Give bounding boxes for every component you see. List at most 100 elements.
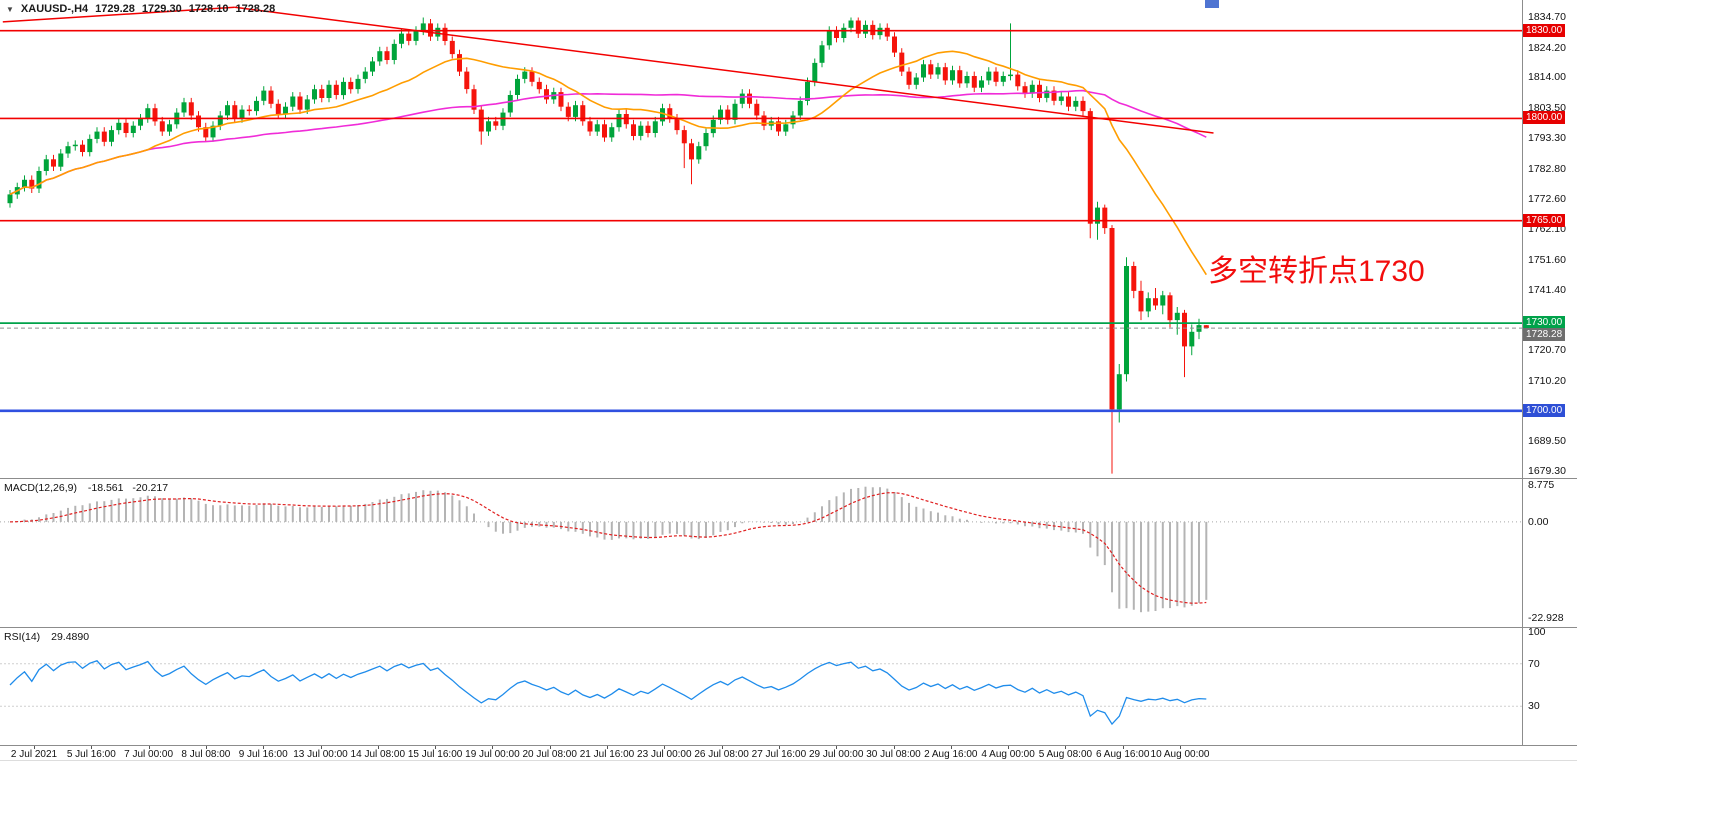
- candle-down: [493, 121, 499, 126]
- price-axis-label: 1679.30: [1528, 465, 1566, 478]
- candle-up: [138, 118, 143, 126]
- candle-down: [51, 159, 56, 167]
- candle-up: [1095, 207, 1100, 224]
- candle-down: [1167, 295, 1173, 321]
- time-axis-label[interactable]: 26 Jul 08:00: [694, 749, 749, 760]
- candle-up: [739, 93, 745, 104]
- candle-up: [703, 133, 709, 147]
- candle-down: [384, 51, 390, 60]
- time-axis-label[interactable]: 5 Jul 16:00: [66, 749, 116, 760]
- candle-up: [181, 102, 187, 113]
- time-axis-label[interactable]: 15 Jul 16:00: [407, 749, 463, 760]
- candle-up: [261, 90, 267, 101]
- ma-slow-line: [9, 89, 1207, 196]
- rsi-panel[interactable]: RSI(14) 29.4890: [0, 628, 1522, 745]
- time-axis-tick: [778, 746, 780, 749]
- rsi-chart: [0, 660, 1522, 726]
- candle-up: [239, 109, 245, 119]
- time-axis-label[interactable]: 2 Jul 2021: [10, 749, 58, 760]
- time-axis-label[interactable]: 19 Jul 00:00: [465, 749, 520, 760]
- candle-down: [1066, 96, 1071, 107]
- rsi-line: [9, 660, 1207, 726]
- candle-up: [254, 100, 259, 112]
- price-chart-panel[interactable]: ▼ XAUUSD-,H4 1729.28 1729.30 1728.10 172…: [0, 0, 1522, 478]
- candle-down: [159, 121, 165, 132]
- panel-separator-macd[interactable]: [0, 478, 1577, 479]
- candle-up: [935, 67, 941, 75]
- time-axis-label[interactable]: 6 Aug 16:00: [1095, 749, 1150, 760]
- trendline-left[interactable]: [2, 6, 235, 23]
- candle-down: [188, 102, 194, 116]
- candle-up: [36, 171, 42, 189]
- macd-panel[interactable]: MACD(12,26,9) -18.561 -20.217: [0, 479, 1522, 627]
- candle-down: [776, 121, 781, 132]
- time-axis-label[interactable]: 21 Jul 16:00: [579, 749, 635, 760]
- candle-down: [544, 89, 549, 100]
- candle-up: [848, 20, 854, 28]
- time-axis-label[interactable]: 4 Aug 00:00: [981, 749, 1035, 760]
- candle-up: [1174, 312, 1180, 321]
- time-axis-label[interactable]: 23 Jul 00:00: [637, 749, 692, 760]
- candle-up: [210, 125, 216, 138]
- time-axis-label[interactable]: 14 Jul 08:00: [350, 749, 406, 760]
- ma-fast-line: [9, 50, 1207, 276]
- time-axis-label[interactable]: 9 Jul 16:00: [238, 749, 288, 760]
- rsi-axis-label: 30: [1528, 700, 1540, 713]
- candle-up: [841, 27, 847, 38]
- price-axis-label: 1834.70: [1528, 10, 1566, 23]
- time-axis-label[interactable]: 13 Jul 00:00: [293, 749, 348, 760]
- time-axis-label[interactable]: 5 Aug 08:00: [1038, 749, 1093, 760]
- bottom-separator: [0, 760, 1577, 761]
- price-axis-label: 1710.20: [1528, 374, 1566, 387]
- candle-down: [1131, 266, 1137, 291]
- candle-up: [72, 144, 78, 147]
- candle-up: [732, 103, 738, 120]
- ohlc-low: 1728.10: [188, 3, 229, 15]
- candle-down: [855, 20, 861, 34]
- candle-down: [747, 93, 752, 104]
- chart-annotation-text[interactable]: 多空转折点1730: [1208, 255, 1425, 288]
- time-axis-label[interactable]: 7 Jul 00:00: [124, 749, 174, 760]
- panel-separator-rsi[interactable]: [0, 627, 1577, 628]
- candle-up: [1000, 76, 1006, 82]
- candle-down: [457, 54, 462, 72]
- time-axis-tick: [664, 746, 666, 749]
- candle-down: [761, 115, 767, 126]
- time-axis-label[interactable]: 2 Aug 16:00: [924, 749, 978, 760]
- price-axis-divider: [1522, 0, 1523, 745]
- chart-shift-marker[interactable]: [1205, 0, 1219, 8]
- candle-down: [1080, 100, 1086, 112]
- time-axis-label[interactable]: 27 Jul 16:00: [751, 749, 807, 760]
- candle-down: [29, 179, 35, 189]
- time-axis-label[interactable]: 29 Jul 00:00: [808, 749, 864, 760]
- macd-chart: [0, 486, 1522, 613]
- time-axis-tick: [34, 746, 35, 749]
- candle-up: [638, 125, 644, 136]
- price-axis-label: 1751.60: [1528, 253, 1566, 266]
- symbol-dropdown-icon[interactable]: ▼: [6, 4, 14, 14]
- candle-down: [319, 89, 325, 98]
- price-axis[interactable]: 1834.70 1824.20 1814.00 1803.50 1793.30 1782.…: [1523, 0, 1584, 478]
- candlestick-series: [7, 17, 1209, 474]
- candle-up: [609, 127, 615, 138]
- time-axis[interactable]: 2 Jul 2021 5 Jul 16:00 7 Jul 00:00 8 Jul 08…: [0, 746, 1577, 760]
- time-axis-tick: [320, 746, 322, 749]
- candle-down: [1138, 290, 1144, 312]
- time-axis-label[interactable]: 10 Aug 00:00: [1150, 749, 1210, 760]
- candle-up: [283, 106, 288, 114]
- candle-up: [370, 61, 375, 72]
- candle-up: [660, 108, 665, 122]
- candle-up: [1145, 298, 1151, 312]
- candle-up: [435, 27, 441, 37]
- time-axis-tick: [435, 746, 437, 749]
- trendline-descending[interactable]: [234, 6, 1214, 134]
- symbol-label: XAUUSD-,H4: [20, 3, 89, 15]
- time-axis-label[interactable]: 20 Jul 08:00: [522, 749, 577, 760]
- symbol-ohlc-readout: ▼ XAUUSD-,H4 1729.28 1729.30 1728.10 172…: [6, 3, 275, 15]
- time-axis-label[interactable]: 8 Jul 08:00: [181, 749, 231, 760]
- candle-up: [515, 78, 520, 95]
- candle-down: [602, 124, 607, 138]
- macd-axis-label: -22.928: [1528, 612, 1564, 625]
- candlestick-chart[interactable]: [0, 0, 1522, 478]
- time-axis-label[interactable]: 30 Jul 08:00: [866, 749, 921, 760]
